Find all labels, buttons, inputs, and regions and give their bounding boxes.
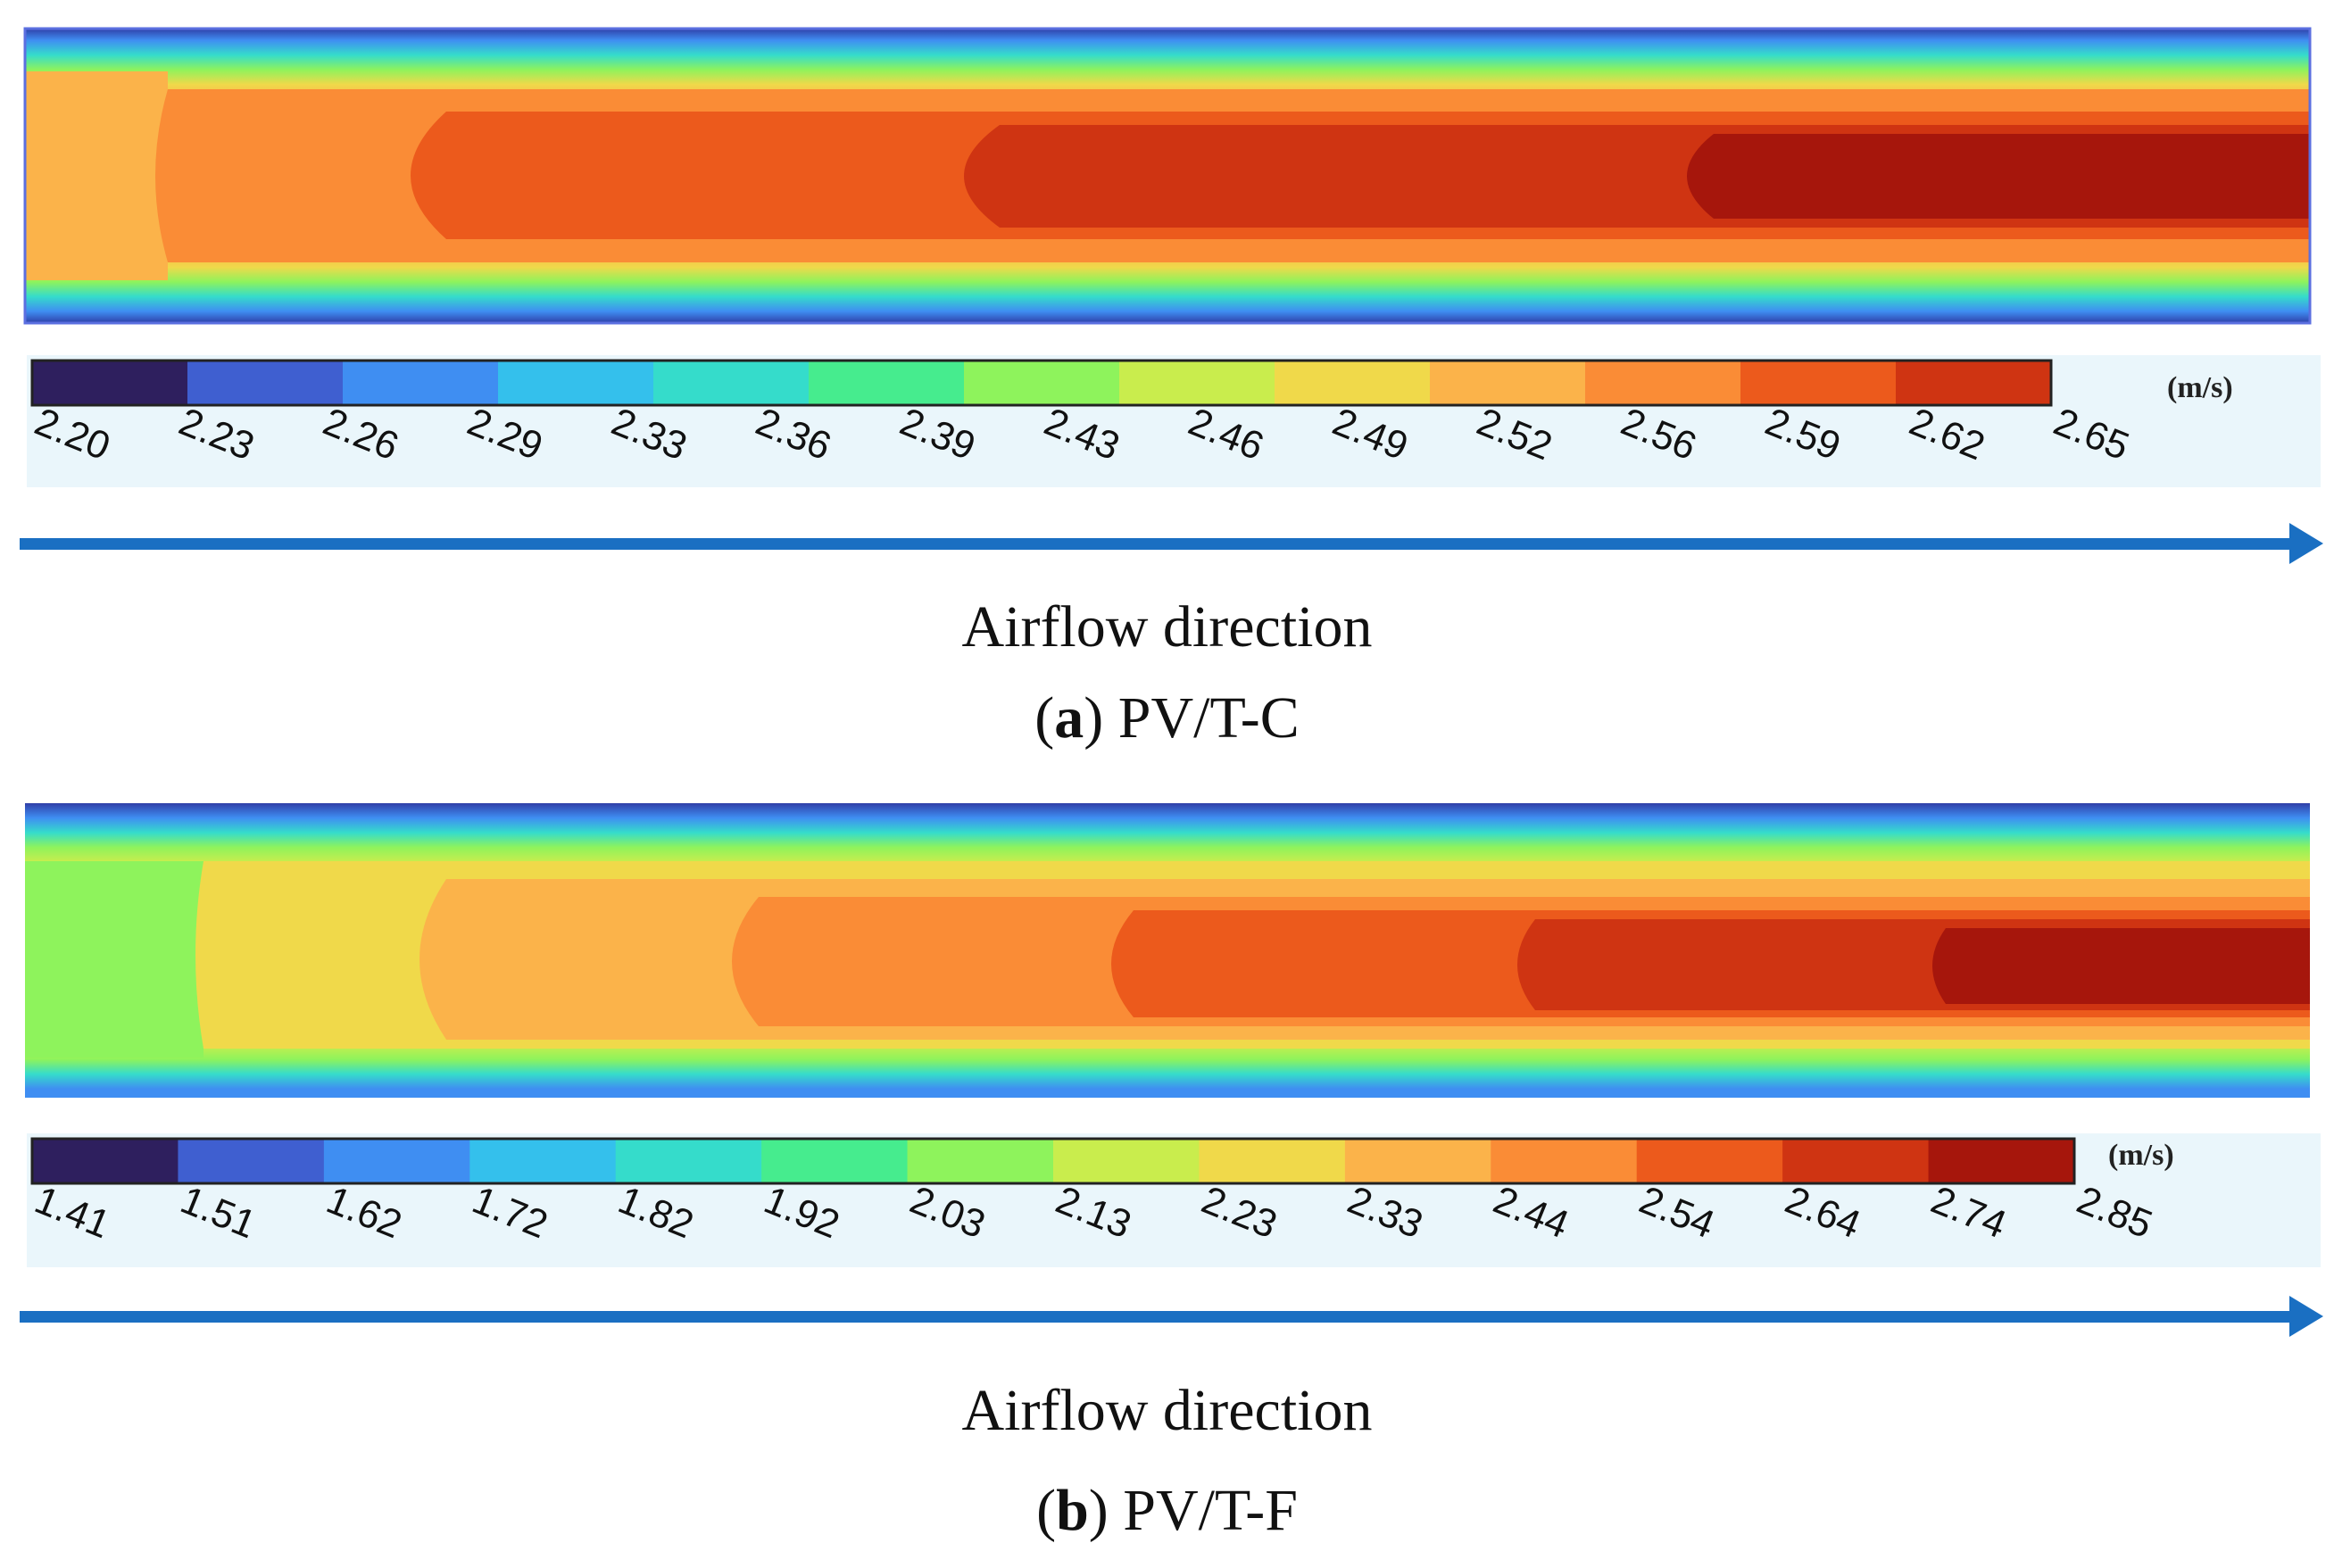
colorbar-swatch: [964, 361, 1120, 405]
colorbar-swatch: [653, 361, 810, 405]
colorbar-swatch: [1199, 1139, 1346, 1183]
colorbar-swatch: [907, 1139, 1054, 1183]
colorbar-a-unit: (m/s): [2167, 371, 2233, 404]
caption-b-name: PV/T-F: [1123, 1478, 1298, 1543]
colorbar-swatch: [469, 1139, 617, 1183]
colorbar-swatch: [1430, 361, 1586, 405]
velocity-contour-a: [23, 27, 2312, 325]
colorbar-swatch: [32, 1139, 179, 1183]
colorbar-a-swatches: [32, 361, 2052, 405]
airflow-label-b: Airflow direction: [961, 1378, 1373, 1443]
airflow-arrow-a: [20, 523, 2323, 564]
colorbar-swatch: [1636, 1139, 1783, 1183]
colorbar-b-unit: (m/s): [2108, 1139, 2174, 1172]
colorbar-swatch: [1740, 361, 1897, 405]
caption-a-name: PV/T-C: [1117, 685, 1300, 751]
colorbar-swatch: [32, 361, 188, 405]
caption-a-letter: a: [1054, 685, 1084, 751]
colorbar-swatch: [178, 1139, 325, 1183]
panel-a-graphic: 2.20 2.23 2.26 2.29 2.33 2.36 2.39 2.43 2.46 2.49…: [20, 27, 2323, 564]
colorbar-a: 2.20 2.23 2.26 2.29 2.33 2.36 2.39 2.43 2.46 2.49…: [27, 355, 2321, 487]
airflow-arrow-b: [20, 1296, 2323, 1337]
colorbar-swatch: [1344, 1139, 1491, 1183]
airflow-label-a: Airflow direction: [961, 594, 1373, 660]
colorbar-swatch: [343, 361, 499, 405]
colorbar-swatch: [1782, 1139, 1930, 1183]
velocity-contour-b: [25, 803, 2310, 1098]
colorbar-swatch: [615, 1139, 762, 1183]
panel-b: 1.41 1.51 1.62 1.72 1.82 1.92 2.03 2.13 2.23 2.33…: [0, 776, 2334, 1568]
colorbar-b: 1.41 1.51 1.62 1.72 1.82 1.92 2.03 2.13 2.23 2.33…: [27, 1133, 2321, 1267]
colorbar-b-swatches: [32, 1139, 2075, 1183]
caption-b: (b) PV/T-F: [1036, 1478, 1298, 1543]
colorbar-swatch: [498, 361, 654, 405]
colorbar-swatch: [1928, 1139, 2075, 1183]
colorbar-swatch: [1053, 1139, 1200, 1183]
colorbar-swatch: [1585, 361, 1741, 405]
colorbar-swatch: [323, 1139, 470, 1183]
caption-b-letter: b: [1056, 1478, 1089, 1543]
colorbar-swatch: [1119, 361, 1275, 405]
caption-a: (a) PV/T-C: [1034, 685, 1300, 751]
colorbar-swatch: [1896, 361, 2052, 405]
colorbar-swatch: [761, 1139, 909, 1183]
colorbar-swatch: [1275, 361, 1431, 405]
panel-b-graphic: 1.41 1.51 1.62 1.72 1.82 1.92 2.03 2.13 2.23 2.33…: [20, 803, 2323, 1337]
panel-a: 2.20 2.23 2.26 2.29 2.33 2.36 2.39 2.43 2.46 2.49…: [0, 0, 2334, 776]
colorbar-swatch: [1491, 1139, 1638, 1183]
colorbar-swatch: [809, 361, 965, 405]
colorbar-swatch: [187, 361, 344, 405]
